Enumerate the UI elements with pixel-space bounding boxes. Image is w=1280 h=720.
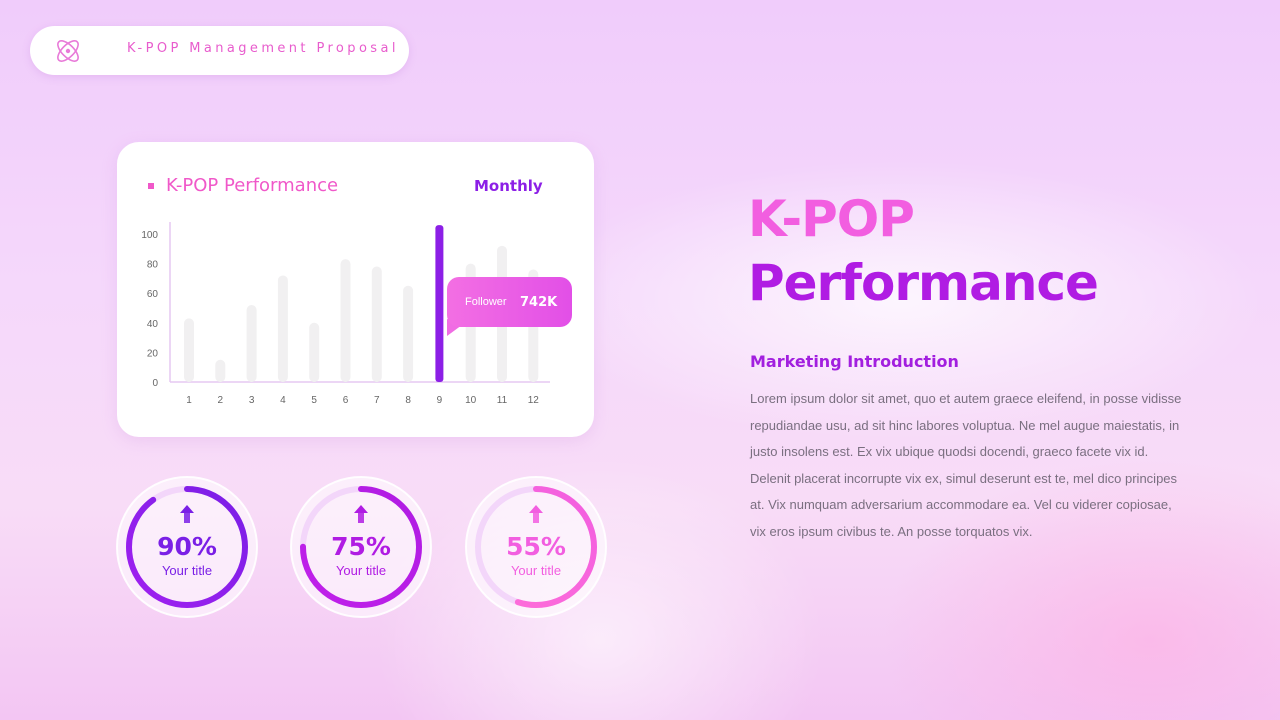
stat-label: Your title — [336, 563, 386, 578]
tooltip-value: 742K — [520, 295, 558, 310]
y-tick-label: 60 — [147, 289, 159, 300]
y-tick-label: 0 — [152, 378, 158, 389]
stat-label: Your title — [511, 563, 561, 578]
y-tick-label: 100 — [141, 230, 158, 241]
y-tick-label: 20 — [147, 348, 159, 359]
x-tick-label: 8 — [405, 395, 411, 406]
arrow-up-icon — [529, 505, 543, 523]
bar — [371, 266, 382, 382]
stat-ring: 75% Your title — [290, 476, 432, 618]
stat-ring: 55% Your title — [465, 476, 607, 618]
x-tick-label: 9 — [437, 395, 443, 406]
page-title-line1: K-POP — [748, 190, 915, 248]
y-tick-label: 40 — [147, 319, 159, 330]
progress-arc — [475, 486, 597, 608]
x-tick-label: 4 — [280, 395, 286, 406]
bar — [340, 259, 351, 382]
chart-title: K-POP Performance — [166, 175, 339, 196]
stat-percent: 55% — [506, 532, 566, 561]
stat-label: Your title — [162, 563, 212, 578]
bar — [435, 225, 444, 382]
x-tick-label: 10 — [465, 395, 477, 406]
bar — [277, 275, 288, 382]
x-tick-label: 7 — [374, 395, 380, 406]
body-paragraph: Lorem ipsum dolor sit amet, quo et autem… — [750, 391, 1182, 539]
x-tick-label: 6 — [343, 395, 349, 406]
stat-percent: 75% — [331, 532, 391, 561]
bar — [403, 285, 414, 382]
y-tick-label: 80 — [147, 260, 159, 271]
bar — [309, 322, 320, 382]
x-tick-label: 11 — [497, 395, 508, 406]
arrow-up-icon — [354, 505, 368, 523]
stat-ring: 90% Your title — [116, 476, 258, 618]
bar — [215, 359, 226, 382]
x-tick-label: 5 — [311, 395, 317, 406]
progress-arc — [126, 486, 248, 608]
stat-percent: 90% — [157, 532, 217, 561]
x-tick-label: 2 — [218, 395, 224, 406]
atom-icon — [52, 35, 84, 67]
bar — [184, 318, 194, 382]
section-subtitle: Marketing Introduction — [750, 352, 959, 371]
tooltip-label: Follower — [465, 296, 507, 308]
period-selector[interactable]: Monthly — [474, 177, 543, 195]
header-pill: K-POP Management Proposal — [30, 26, 409, 75]
arrow-up-icon — [180, 505, 194, 523]
x-tick-label: 1 — [186, 395, 192, 406]
x-tick-label: 3 — [249, 395, 255, 406]
header-title: K-POP Management Proposal — [127, 41, 399, 56]
x-tick-label: 12 — [528, 395, 540, 406]
title-bullet — [148, 183, 154, 189]
bar — [246, 305, 257, 382]
page-title-line2: Performance — [748, 254, 1099, 312]
progress-arc — [300, 486, 422, 608]
follower-tooltip: Follower 742K — [447, 277, 572, 336]
